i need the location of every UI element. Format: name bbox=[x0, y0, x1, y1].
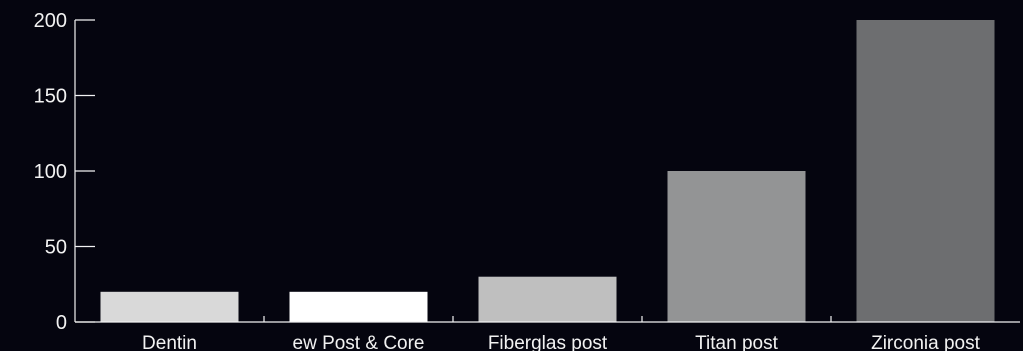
bar-2 bbox=[479, 277, 617, 322]
y-tick-layer: 0 50 100 150 200 bbox=[34, 10, 95, 334]
x-category-label: ew Post & Core bbox=[293, 333, 425, 351]
y-tick-label: 0 bbox=[56, 312, 67, 334]
bar-1 bbox=[290, 292, 428, 322]
x-category-label: Dentin bbox=[142, 333, 197, 351]
bar-4 bbox=[857, 20, 995, 322]
bars-layer bbox=[101, 20, 995, 322]
y-tick-label: 50 bbox=[45, 237, 67, 259]
bar-3 bbox=[668, 171, 806, 322]
y-tick-label: 100 bbox=[34, 161, 67, 183]
x-category-label: Fiberglas post bbox=[488, 333, 608, 351]
x-category-label: Titan post bbox=[695, 333, 778, 351]
y-tick-label: 200 bbox=[34, 10, 67, 32]
x-category-label: Zirconia post bbox=[871, 333, 980, 351]
y-tick-label: 150 bbox=[34, 86, 67, 108]
bar-0 bbox=[101, 292, 239, 322]
